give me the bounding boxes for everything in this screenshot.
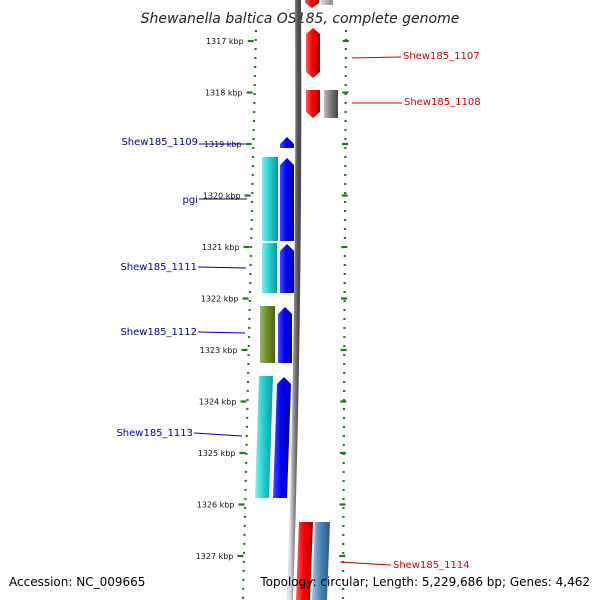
leader-line-shew185-1107: [351, 56, 402, 59]
ruler-tick-label: 1322 kbp: [201, 295, 239, 304]
gene-arrow-shew185-1112[interactable]: [278, 307, 292, 363]
genome-backbone: [287, 0, 302, 600]
accession-label: Accession: NC_009665: [9, 575, 145, 589]
gene-arrow-shew185-1111[interactable]: [280, 244, 294, 293]
gene-features: [255, 0, 338, 600]
gene-arrow-shew185-1113[interactable]: [273, 377, 291, 498]
gene-block-cyan-1111[interactable]: [262, 243, 277, 293]
ruler-tick-label: 1327 kbp: [196, 552, 234, 561]
gene-label-pgi[interactable]: pgi: [183, 195, 198, 206]
ruler-tick-label: 1321 kbp: [202, 243, 240, 252]
gene-label-shew185-1108[interactable]: Shew185_1108: [404, 97, 481, 108]
ruler-tick-label: 1324 kbp: [199, 398, 237, 407]
gene-label-shew185-1107[interactable]: Shew185_1107: [403, 51, 480, 62]
inner-dotted-boundary: [241, 29, 258, 600]
leader-line-shew185-1111: [197, 266, 247, 269]
gene-arrow-shew185-1107[interactable]: [306, 16, 320, 78]
gene-block-cyan-1113[interactable]: [255, 376, 273, 498]
leader-line-shew185-1114: [339, 561, 392, 566]
gene-block-cyan-pgi[interactable]: [262, 157, 278, 241]
gene-block-gray[interactable]: [324, 90, 338, 118]
ruler-tick-label: 1325 kbp: [198, 449, 236, 458]
outer-dotted-boundary: [341, 29, 348, 600]
gene-label-shew185-1112[interactable]: Shew185_1112: [120, 327, 197, 338]
gene-block-gray-top[interactable]: [321, 0, 333, 5]
gene-arrow-shew185-1107-prev[interactable]: [305, 0, 319, 8]
gene-block-olive-1112[interactable]: [260, 306, 275, 363]
gene-label-shew185-1109[interactable]: Shew185_1109: [121, 137, 198, 148]
ruler-tick-label: 1326 kbp: [197, 501, 235, 510]
ruler-tick-label: 1317 kbp: [206, 37, 244, 46]
leader-line-shew185-1113: [193, 432, 243, 437]
ruler-tick-label: 1323 kbp: [200, 346, 238, 355]
gene-label-shew185-1113[interactable]: Shew185_1113: [116, 428, 193, 439]
gene-block-steel-1114[interactable]: [312, 522, 330, 600]
gene-arrow-shew185-1109[interactable]: [280, 137, 294, 148]
gene-arrow-shew185-1108[interactable]: [306, 90, 320, 118]
leader-line-shew185-1112: [197, 331, 246, 334]
topology-summary: Topology: circular; Length: 5,229,686 bp…: [259, 575, 590, 589]
ruler-tick-label: 1320 kbp: [203, 192, 241, 201]
gene-arrow-shew185-1114[interactable]: [296, 522, 313, 600]
ruler-tick-label: 1318 kbp: [205, 89, 243, 98]
gene-label-shew185-1114[interactable]: Shew185_1114: [393, 560, 470, 571]
gene-label-shew185-1111[interactable]: Shew185_1111: [120, 262, 197, 273]
gene-arrow-pgi[interactable]: [280, 158, 294, 241]
